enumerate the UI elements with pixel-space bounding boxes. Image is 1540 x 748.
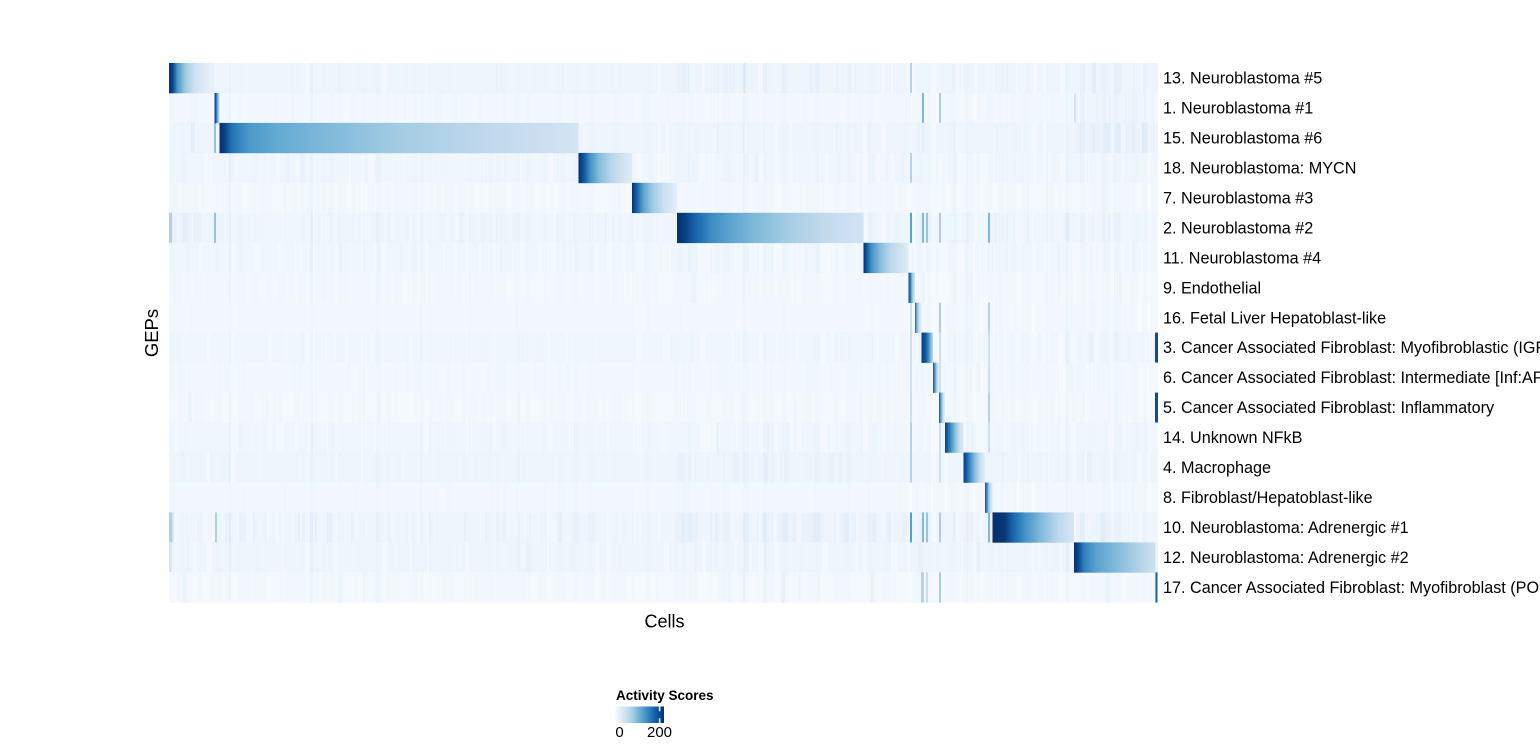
svg-text:16. Fetal Liver Hepatoblast-li: 16. Fetal Liver Hepatoblast-like bbox=[1163, 309, 1386, 327]
svg-text:18. Neuroblastoma: MYCN: 18. Neuroblastoma: MYCN bbox=[1163, 160, 1356, 178]
svg-text:15. Neuroblastoma #6: 15. Neuroblastoma #6 bbox=[1163, 130, 1322, 148]
svg-text:4. Macrophage: 4. Macrophage bbox=[1163, 459, 1271, 477]
svg-text:0: 0 bbox=[615, 724, 623, 741]
svg-text:2. Neuroblastoma #2: 2. Neuroblastoma #2 bbox=[1163, 219, 1313, 237]
svg-text:GEPs: GEPs bbox=[141, 309, 162, 357]
svg-text:10. Neuroblastoma: Adrenergic: 10. Neuroblastoma: Adrenergic #1 bbox=[1163, 519, 1409, 537]
svg-text:Cells: Cells bbox=[644, 612, 684, 632]
svg-text:17. Cancer Associated Fibrobla: 17. Cancer Associated Fibroblast: Myofib… bbox=[1163, 579, 1540, 597]
svg-text:14. Unknown NFkB: 14. Unknown NFkB bbox=[1163, 429, 1302, 447]
svg-text:1. Neuroblastoma #1: 1. Neuroblastoma #1 bbox=[1163, 100, 1313, 118]
svg-text:6. Cancer Associated Fibroblas: 6. Cancer Associated Fibroblast: Interme… bbox=[1163, 369, 1540, 387]
svg-text:13. Neuroblastoma #5: 13. Neuroblastoma #5 bbox=[1163, 70, 1322, 88]
svg-text:200: 200 bbox=[647, 724, 672, 741]
svg-text:7. Neuroblastoma #3: 7. Neuroblastoma #3 bbox=[1163, 189, 1313, 207]
svg-text:9. Endothelial: 9. Endothelial bbox=[1163, 279, 1261, 297]
svg-text:Activity Scores: Activity Scores bbox=[616, 688, 714, 703]
svg-text:12. Neuroblastoma: Adrenergic: 12. Neuroblastoma: Adrenergic #2 bbox=[1163, 549, 1409, 567]
svg-text:5. Cancer Associated Fibroblas: 5. Cancer Associated Fibroblast: Inflamm… bbox=[1163, 399, 1495, 417]
svg-text:3. Cancer Associated Fibroblas: 3. Cancer Associated Fibroblast: Myofibr… bbox=[1163, 339, 1540, 357]
svg-text:11. Neuroblastoma #4: 11. Neuroblastoma #4 bbox=[1163, 249, 1321, 267]
svg-text:8. Fibroblast/Hepatoblast-like: 8. Fibroblast/Hepatoblast-like bbox=[1163, 489, 1373, 507]
